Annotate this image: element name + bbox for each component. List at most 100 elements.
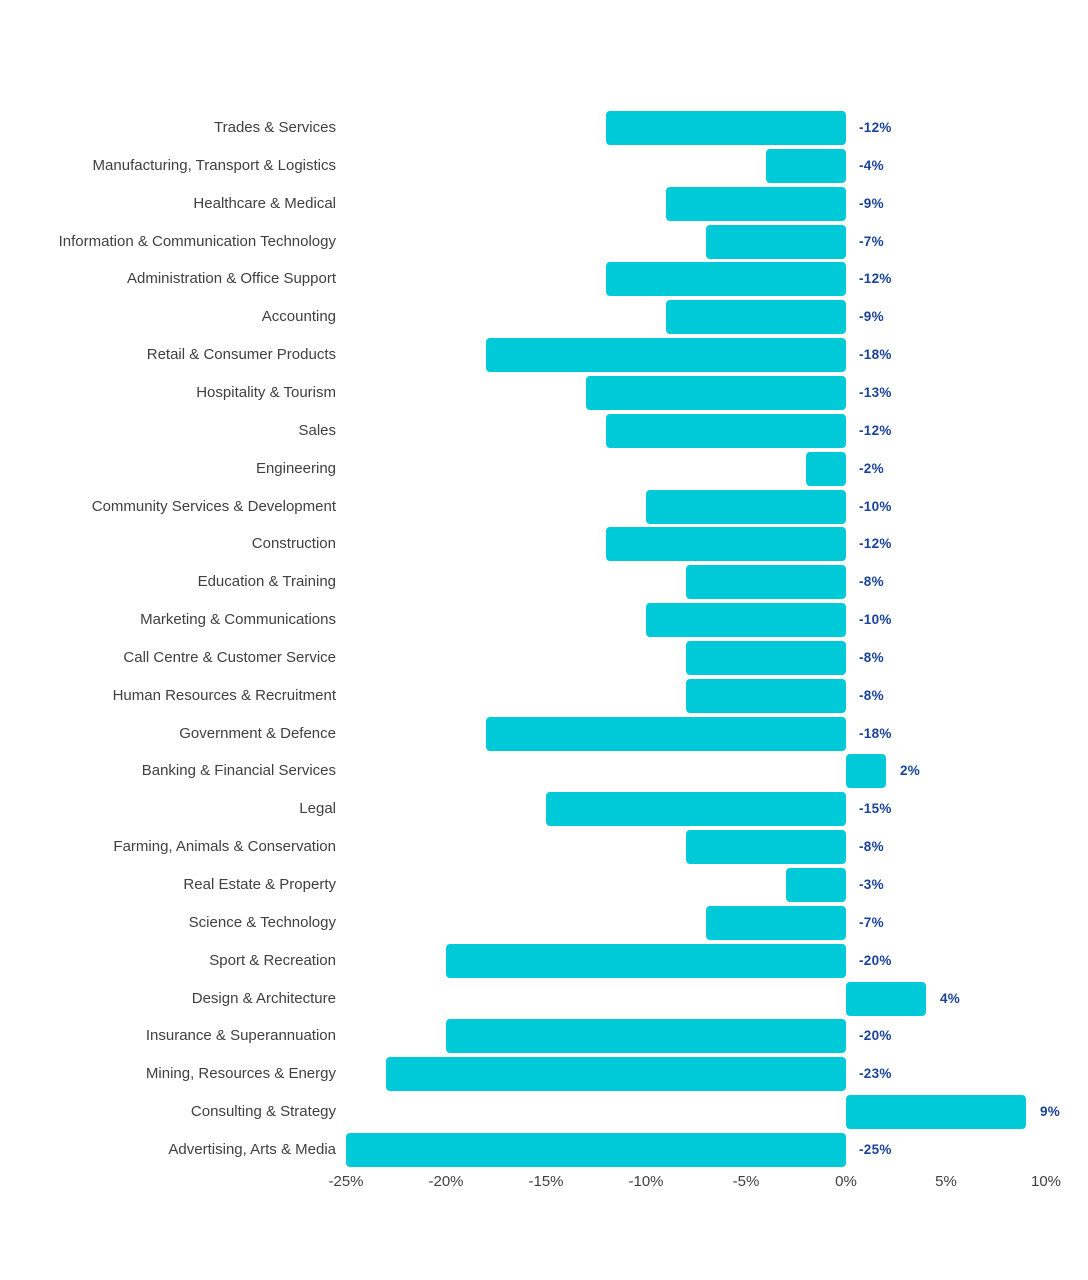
bar: [446, 1019, 846, 1054]
bar: [846, 981, 926, 1016]
value-label: -9%: [859, 195, 884, 211]
bar-row: Accounting -9%: [0, 300, 1088, 338]
value-label: 2%: [900, 763, 921, 779]
category-label: Real Estate & Property: [183, 876, 336, 893]
value-label: -25%: [859, 1141, 892, 1157]
category-label: Accounting: [261, 308, 336, 326]
bar-row: Sport & Recreation -20%: [0, 943, 1088, 982]
category-label: Human Resources & Recruitment: [112, 686, 336, 704]
bar-row: Science & Technology -7%: [0, 905, 1088, 944]
value-label: -8%: [859, 649, 884, 665]
bar: [606, 262, 846, 297]
bar-row: Farming, Animals & Conservation -8%: [0, 830, 1088, 868]
category-label: Trades & Services: [214, 119, 336, 136]
bar-row: Manufacturing, Transport & Logistics -4%: [0, 148, 1088, 187]
bar-row: Design & Architecture 4%: [0, 981, 1088, 1020]
value-label: -10%: [859, 498, 892, 514]
category-label: Mining, Resources & Energy: [145, 1065, 336, 1083]
bar: [606, 111, 846, 145]
bar: [686, 830, 846, 865]
category-label: Information & Communication Technology: [58, 232, 336, 250]
category-label: Science & Technology: [188, 913, 336, 931]
value-label: -4%: [859, 157, 884, 173]
bar-row: Banking & Financial Services 2%: [0, 754, 1088, 792]
bar: [486, 716, 846, 751]
bar: [706, 224, 846, 259]
value-label: -20%: [859, 952, 892, 968]
category-label: Construction: [251, 535, 336, 553]
category-label: Hospitality & Tourism: [196, 383, 336, 401]
bar: [666, 186, 846, 221]
value-label: -7%: [859, 233, 884, 249]
bar: [706, 905, 846, 940]
category-label: Administration & Office Support: [127, 270, 336, 288]
bar-row: Legal -15%: [0, 792, 1088, 830]
bar-row: Information & Communication Technology -7…: [0, 224, 1088, 263]
bar: [606, 527, 846, 562]
bar-row: Sales -12%: [0, 413, 1088, 452]
category-label: Sales: [298, 421, 336, 439]
bar: [686, 565, 846, 600]
value-label: -8%: [859, 574, 884, 590]
bar-row: Engineering -2%: [0, 451, 1088, 490]
bar: [486, 338, 846, 373]
category-label: Call Centre & Customer Service: [123, 648, 336, 666]
value-label: -10%: [859, 612, 892, 628]
value-label: -23%: [859, 1066, 892, 1082]
category-label: Consulting & Strategy: [190, 1103, 336, 1121]
category-label: Marketing & Communications: [140, 611, 336, 629]
value-label: -9%: [859, 309, 884, 325]
bar-row: Consulting & Strategy 9%: [0, 1095, 1088, 1133]
category-label: Government & Defence: [179, 724, 336, 742]
category-label: Engineering: [255, 459, 336, 477]
bar-row: Call Centre & Customer Service -8%: [0, 640, 1088, 679]
x-axis-tick-label: 0%: [835, 1173, 857, 1190]
value-label: -18%: [859, 347, 892, 363]
value-label: -12%: [859, 422, 892, 438]
x-axis-tick-label: -25%: [328, 1173, 364, 1190]
bar-row: Real Estate & Property -3%: [0, 868, 1088, 906]
category-label: Sport & Recreation: [209, 951, 336, 969]
category-label: Healthcare & Medical: [193, 194, 336, 212]
x-axis-tick-label: -5%: [732, 1173, 760, 1190]
x-axis-tick-label: -10%: [628, 1173, 664, 1190]
category-label: Retail & Consumer Products: [146, 346, 336, 364]
category-label: Farming, Animals & Conservation: [113, 838, 336, 856]
bar: [846, 754, 886, 789]
bar: [346, 1132, 846, 1167]
x-axis-tick-label: -20%: [428, 1173, 464, 1190]
value-label: -8%: [859, 839, 884, 855]
bar: [666, 300, 846, 335]
value-label: -8%: [859, 687, 884, 703]
bar-row: Advertising, Arts & Media -25%: [0, 1132, 1088, 1171]
bar: [586, 375, 846, 410]
bar: [806, 451, 846, 486]
value-label: -15%: [859, 801, 892, 817]
category-label: Legal: [299, 800, 336, 818]
value-label: 4%: [940, 990, 961, 1006]
bar-row: Administration & Office Support -12%: [0, 262, 1088, 300]
bar-row: Education & Training -8%: [0, 565, 1088, 603]
bar-row: Hospitality & Tourism -13%: [0, 375, 1088, 414]
bar-row: Marketing & Communications -10%: [0, 603, 1088, 641]
bar: [766, 148, 846, 183]
x-axis-tick-label: -15%: [528, 1173, 564, 1190]
category-label: Advertising, Arts & Media: [168, 1140, 336, 1158]
bar: [686, 678, 846, 713]
bar: [606, 413, 846, 448]
value-label: -12%: [859, 536, 892, 552]
bar: [786, 868, 846, 902]
category-label: Community Services & Development: [91, 497, 336, 515]
category-label: Design & Architecture: [191, 989, 336, 1007]
value-label: -18%: [859, 725, 892, 741]
bar-row: Insurance & Superannuation -20%: [0, 1019, 1088, 1057]
category-label: Insurance & Superannuation: [145, 1027, 336, 1045]
bar: [386, 1057, 846, 1092]
value-label: -7%: [859, 914, 884, 930]
value-label: 9%: [1040, 1104, 1061, 1120]
x-axis-tick-label: 5%: [935, 1173, 957, 1190]
category-label: Manufacturing, Transport & Logistics: [92, 156, 336, 174]
value-label: -3%: [859, 877, 884, 892]
category-label: Banking & Financial Services: [141, 762, 336, 780]
bar-row: Government & Defence -18%: [0, 716, 1088, 755]
